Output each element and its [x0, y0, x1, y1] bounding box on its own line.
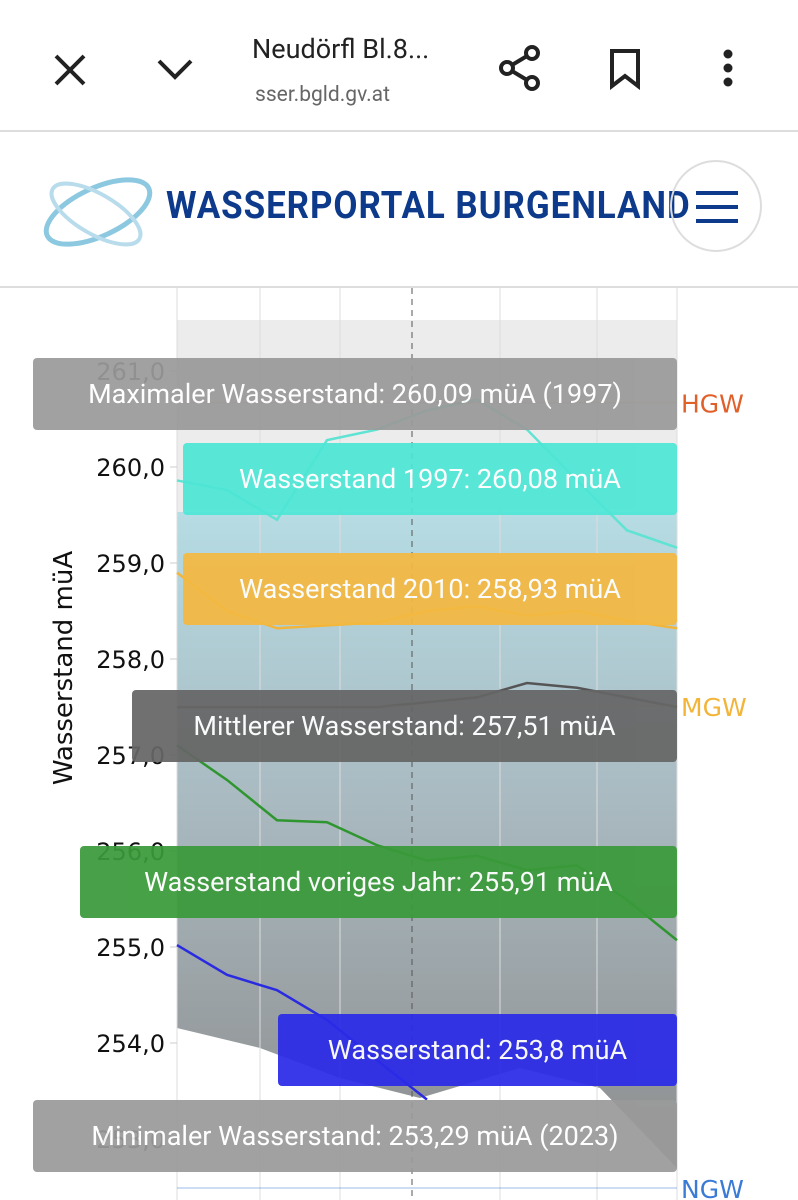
close-button[interactable] — [50, 50, 90, 90]
site-header: WASSERPORTAL BURGENLAND — [0, 132, 798, 288]
y-axis-label: Wasserstand müA — [49, 551, 79, 785]
logo — [43, 177, 153, 247]
reference-label: HGW — [681, 390, 744, 419]
reference-label: NGW — [681, 1175, 744, 1200]
share-button[interactable] — [498, 45, 542, 91]
tooltip: Wasserstand 1997: 260,08 müA — [183, 443, 677, 515]
tooltip: Mittlerer Wasserstand: 257,51 müA — [132, 690, 677, 762]
page-title: Neudörfl Bl.8... — [252, 33, 430, 65]
dropdown-button[interactable] — [155, 55, 195, 85]
menu-button[interactable] — [718, 48, 738, 90]
y-tick-label: 254,0 — [96, 1030, 165, 1058]
tooltip: Wasserstand voriges Jahr: 255,91 müA — [80, 846, 677, 918]
y-tick-label: 259,0 — [96, 550, 165, 578]
browser-bar: Neudörfl Bl.8... sser.bgld.gv.at — [0, 0, 798, 132]
tooltip: Wasserstand 2010: 258,93 müA — [183, 553, 677, 625]
brand-name: WASSERPORTAL BURGENLAND — [166, 184, 691, 228]
page-url: sser.bgld.gv.at — [255, 83, 390, 107]
tooltip: Minimaler Wasserstand: 253,29 müA (2023) — [33, 1100, 677, 1172]
reference-label: MGW — [681, 693, 747, 722]
y-tick-label: 255,0 — [96, 934, 165, 962]
hamburger-button[interactable] — [670, 160, 762, 252]
bookmark-button[interactable] — [608, 48, 642, 90]
y-tick-label: 258,0 — [96, 646, 165, 674]
y-tick-label: 260,0 — [96, 454, 165, 482]
tooltip: Wasserstand: 253,8 müA — [278, 1014, 677, 1086]
tooltip: Maximaler Wasserstand: 260,09 müA (1997) — [33, 358, 677, 430]
